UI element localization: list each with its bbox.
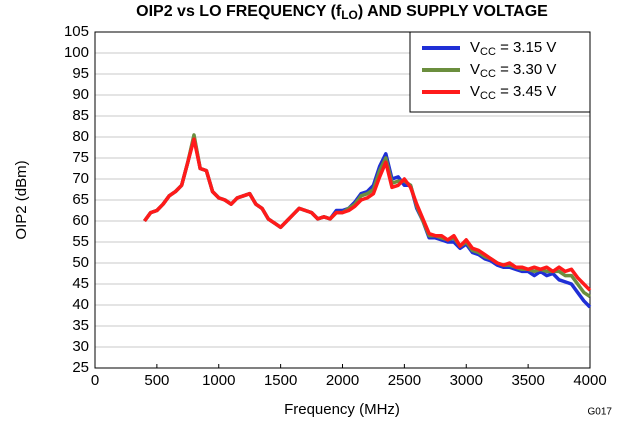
x-tick-label: 0 <box>91 372 99 389</box>
legend-label-part: CC <box>480 46 496 58</box>
legend-label: VCC = 3.30 V <box>470 61 556 80</box>
title-part: ) AND SUPPLY VOLTAGE <box>358 3 548 20</box>
x-tick-label: 500 <box>144 372 169 389</box>
legend-label-part: CC <box>480 90 496 102</box>
y-axis-label: OIP2 (dBm) <box>13 160 30 239</box>
y-tick-label: 35 <box>72 317 89 334</box>
y-tick-label: 25 <box>72 359 89 376</box>
legend-label-part: V <box>470 83 480 100</box>
y-tick-label: 50 <box>72 254 89 271</box>
series-line <box>143 135 592 309</box>
y-tick-label: 40 <box>72 296 89 313</box>
legend-label: VCC = 3.45 V <box>470 83 556 102</box>
x-tick-label: 1500 <box>264 372 297 389</box>
legend-label-part: V <box>470 39 480 56</box>
y-tick-label: 85 <box>72 107 89 124</box>
y-tick-label: 45 <box>72 275 89 292</box>
y-tick-label: 60 <box>72 212 89 229</box>
y-tick-label: 105 <box>64 23 89 40</box>
y-tick-label: 75 <box>72 149 89 166</box>
series-line <box>143 137 592 292</box>
title-subscript: LO <box>341 8 358 22</box>
legend-label-part: CC <box>480 68 496 80</box>
y-tick-label: 65 <box>72 191 89 208</box>
y-tick-label: 90 <box>72 86 89 103</box>
chart-title: OIP2 vs LO FREQUENCY (fLO) AND SUPPLY VO… <box>136 3 548 22</box>
y-tick-label: 30 <box>72 338 89 355</box>
plot-frame <box>94 31 591 369</box>
x-tick-label: 3500 <box>511 372 544 389</box>
y-tick-label: 55 <box>72 233 89 250</box>
legend-label-part: V <box>470 61 480 78</box>
y-tick-label: 100 <box>64 44 89 61</box>
title-part: OIP2 vs LO FREQUENCY (f <box>136 3 342 20</box>
x-tick-label: 3000 <box>450 372 483 389</box>
legend-label-part: = 3.30 V <box>496 61 556 78</box>
y-tick-label: 80 <box>72 128 89 145</box>
x-tick-label: 2500 <box>388 372 421 389</box>
x-tick-label: 2000 <box>326 372 359 389</box>
legend-label: VCC = 3.15 V <box>470 39 556 58</box>
x-axis-label: Frequency (MHz) <box>284 401 400 418</box>
x-tick-label: 1000 <box>202 372 235 389</box>
figure-code: G017 <box>588 407 613 418</box>
legend-label-part: = 3.15 V <box>496 39 556 56</box>
legend-label-part: = 3.45 V <box>496 83 556 100</box>
y-tick-label: 70 <box>72 170 89 187</box>
x-tick-label: 4000 <box>573 372 606 389</box>
y-tick-label: 95 <box>72 65 89 82</box>
